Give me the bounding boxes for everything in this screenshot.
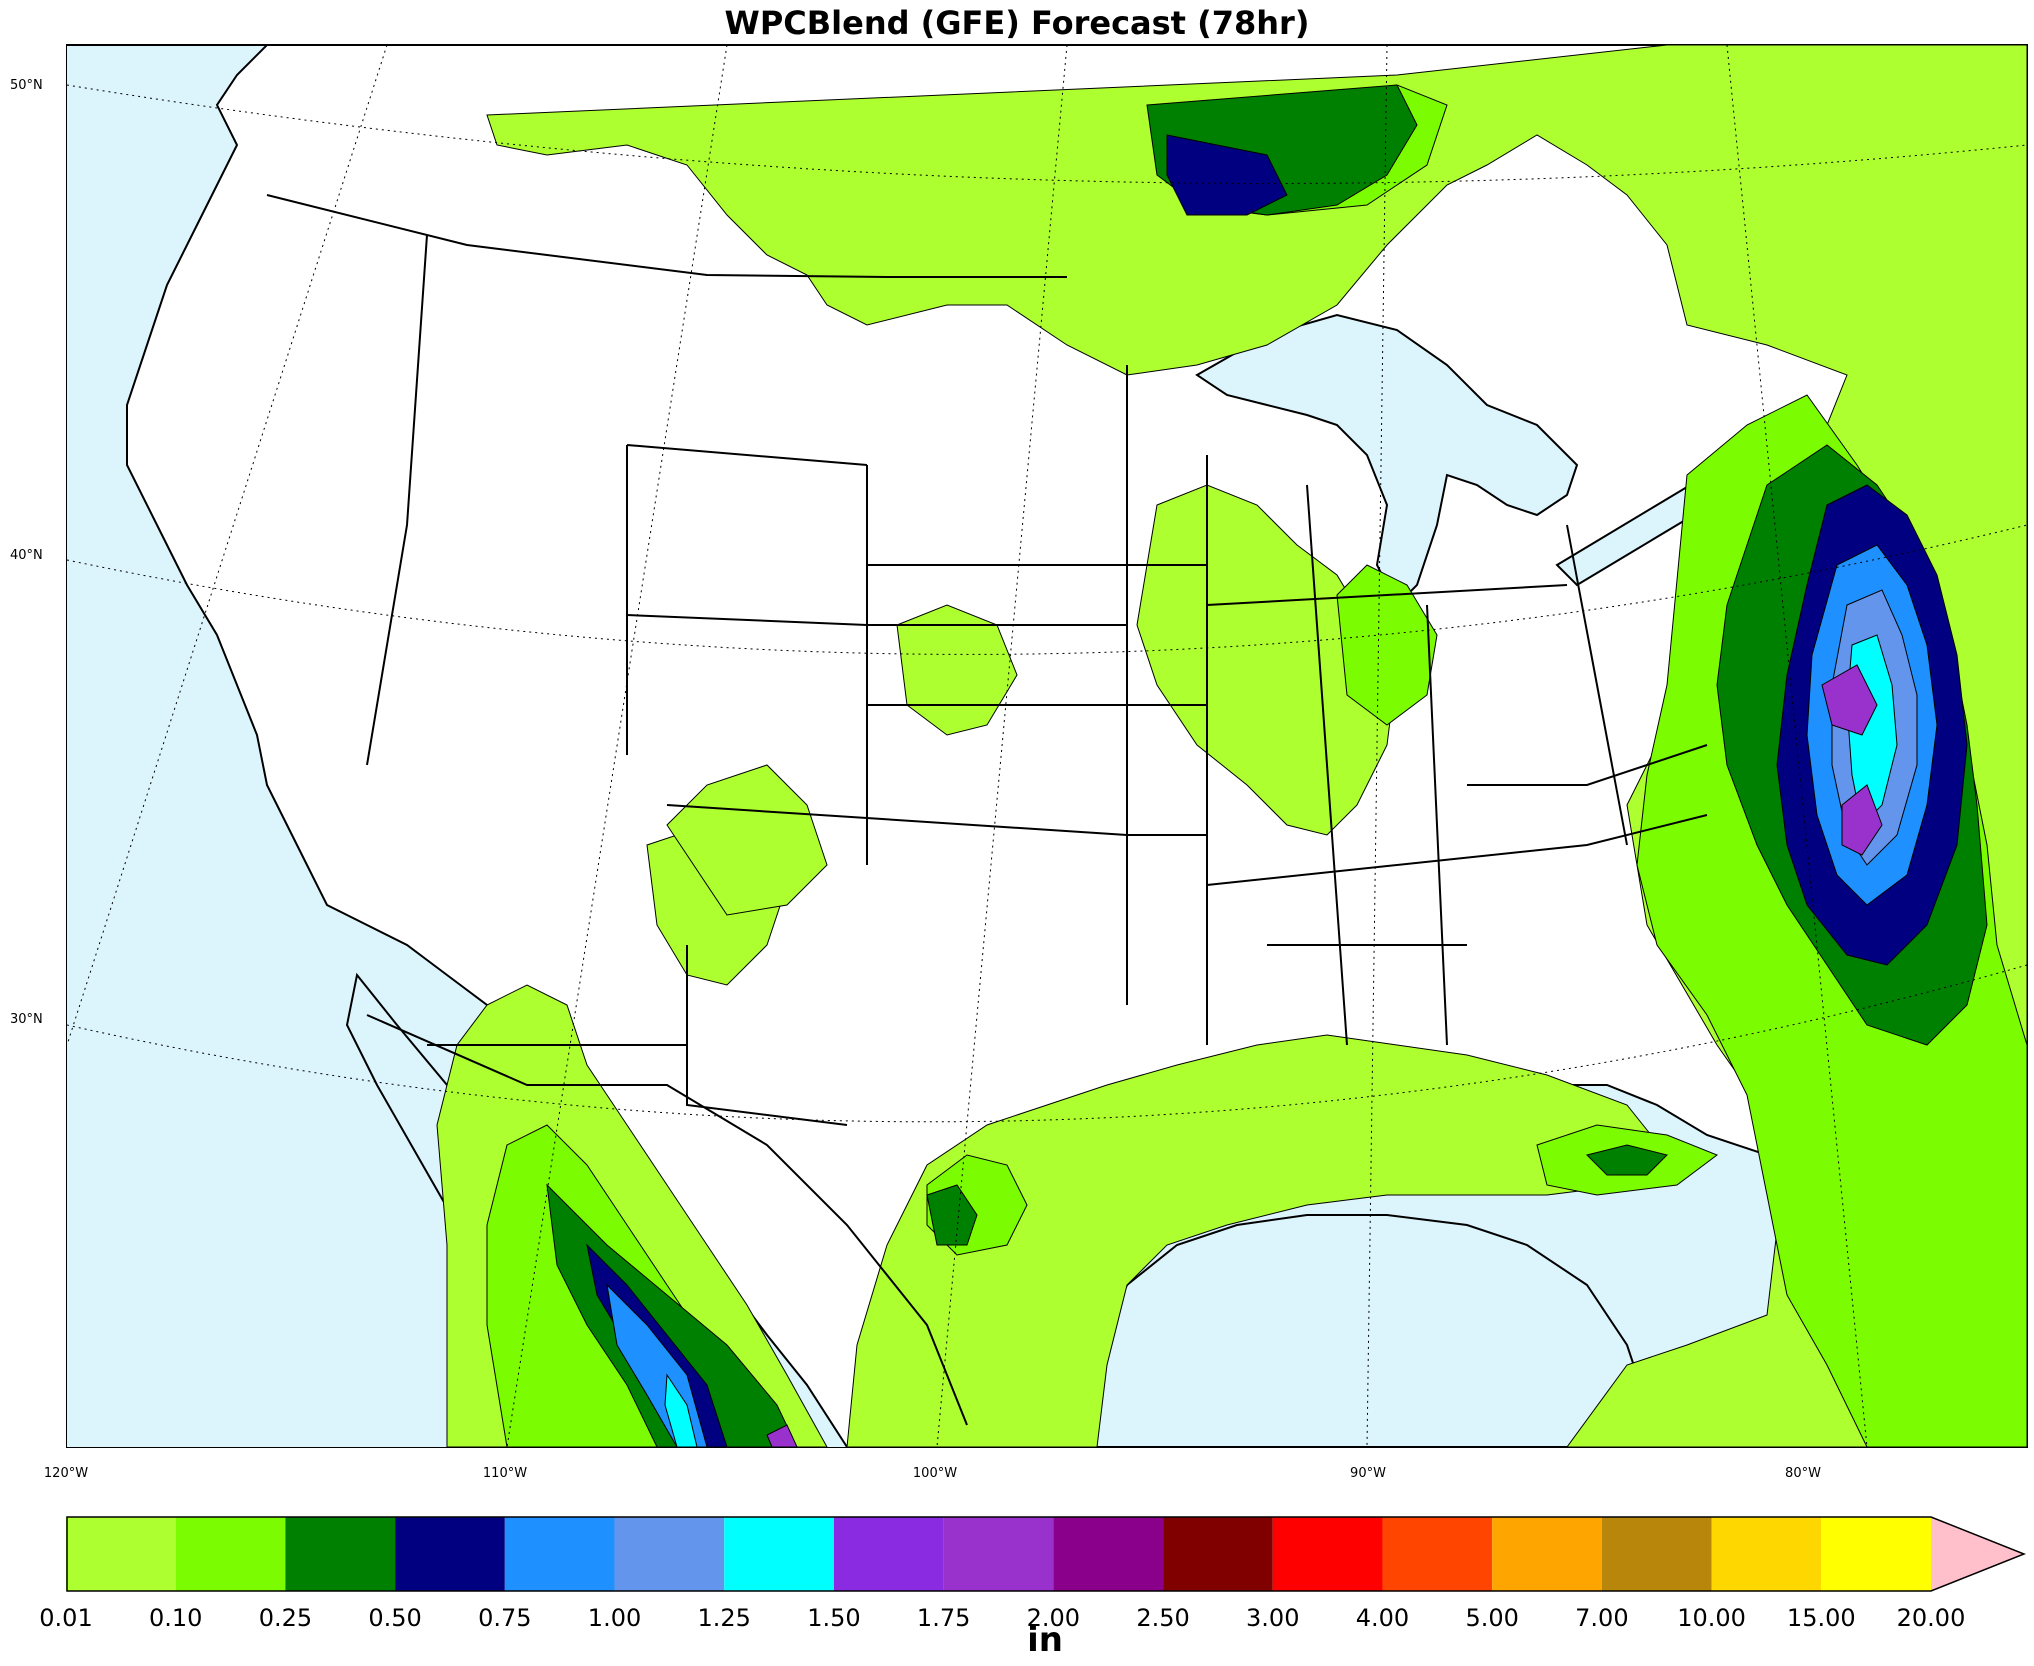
precip-purple — [766, 664, 1883, 1447]
colorbar-tick-label: 10.00 — [1677, 1604, 1746, 1632]
colorbar-swatch — [833, 1517, 944, 1591]
colorbar-tick-label: 1.75 — [916, 1604, 971, 1632]
gulf-of-mexico — [1075, 1214, 1669, 1447]
colorbar-swatch — [1821, 1517, 1931, 1591]
colorbar-swatch — [175, 1517, 286, 1591]
colorbar-outline — [66, 1516, 2026, 1592]
lat-label-40n: 40°N — [10, 548, 43, 563]
colorbar-units: in — [1027, 1620, 1063, 1660]
precip-map — [66, 44, 2028, 1448]
colorbar-swatch — [395, 1517, 505, 1591]
colorbar-swatch — [724, 1517, 834, 1591]
lon-label-90w: 90°W — [1350, 1466, 1386, 1481]
lon-label-80w: 80°W — [1785, 1466, 1821, 1481]
colorbar-swatch — [1382, 1517, 1493, 1591]
lat-label-50n: 50°N — [10, 78, 43, 93]
map-svg — [67, 45, 2027, 1447]
colorbar-swatch — [1492, 1517, 1602, 1591]
colorbar-tick-label: 4.00 — [1355, 1604, 1410, 1632]
colorbar-tick-label: 2.00 — [1026, 1604, 1081, 1632]
colorbar-tick-label: 0.50 — [368, 1604, 422, 1632]
colorbar-tick-label: 2.50 — [1136, 1604, 1190, 1632]
chart-title: WPCBlend (GFE) Forecast (78hr) — [724, 4, 1310, 42]
lon-label-110w: 110°W — [482, 1466, 528, 1481]
colorbar-swatch — [285, 1517, 396, 1591]
colorbar-swatch — [1272, 1517, 1383, 1591]
colorbar-tick-label: 3.00 — [1246, 1604, 1300, 1632]
lat-label-30n: 30°N — [10, 1012, 43, 1027]
colorbar-swatch — [1711, 1517, 1822, 1591]
great-lakes — [1195, 313, 1579, 607]
colorbar-swatch — [943, 1517, 1054, 1591]
lon-label-100w: 100°W — [912, 1466, 958, 1481]
colorbar — [66, 1516, 2026, 1592]
colorbar-tick-label: 1.50 — [807, 1604, 861, 1632]
colorbar-swatch — [66, 1517, 176, 1591]
colorbar-swatch — [614, 1517, 725, 1591]
colorbar-tick-label: 1.00 — [587, 1604, 642, 1632]
colorbar-tick-label: 0.75 — [478, 1604, 532, 1632]
colorbar-tick-label: 15.00 — [1786, 1604, 1856, 1632]
colorbar-swatch — [1601, 1517, 1712, 1591]
colorbar-swatch — [1163, 1517, 1273, 1591]
colorbar-extend-arrow — [1931, 1517, 2024, 1591]
colorbar-tick-label: 20.00 — [1896, 1604, 1966, 1632]
colorbar-tick-label: 0.01 — [39, 1604, 93, 1632]
colorbar-tick-label: 1.25 — [697, 1604, 751, 1632]
lon-label-120w: 120°W — [43, 1466, 89, 1481]
colorbar-tick-label: 0.25 — [258, 1604, 313, 1632]
colorbar-tick-label: 7.00 — [1575, 1604, 1629, 1632]
colorbar-tick-label: 5.00 — [1465, 1604, 1519, 1632]
colorbar-swatch — [1053, 1517, 1164, 1591]
colorbar-swatch — [504, 1517, 615, 1591]
colorbar-tick-label: 0.10 — [148, 1604, 203, 1632]
graticule — [67, 45, 2027, 1447]
political-boundaries — [266, 194, 1708, 1426]
